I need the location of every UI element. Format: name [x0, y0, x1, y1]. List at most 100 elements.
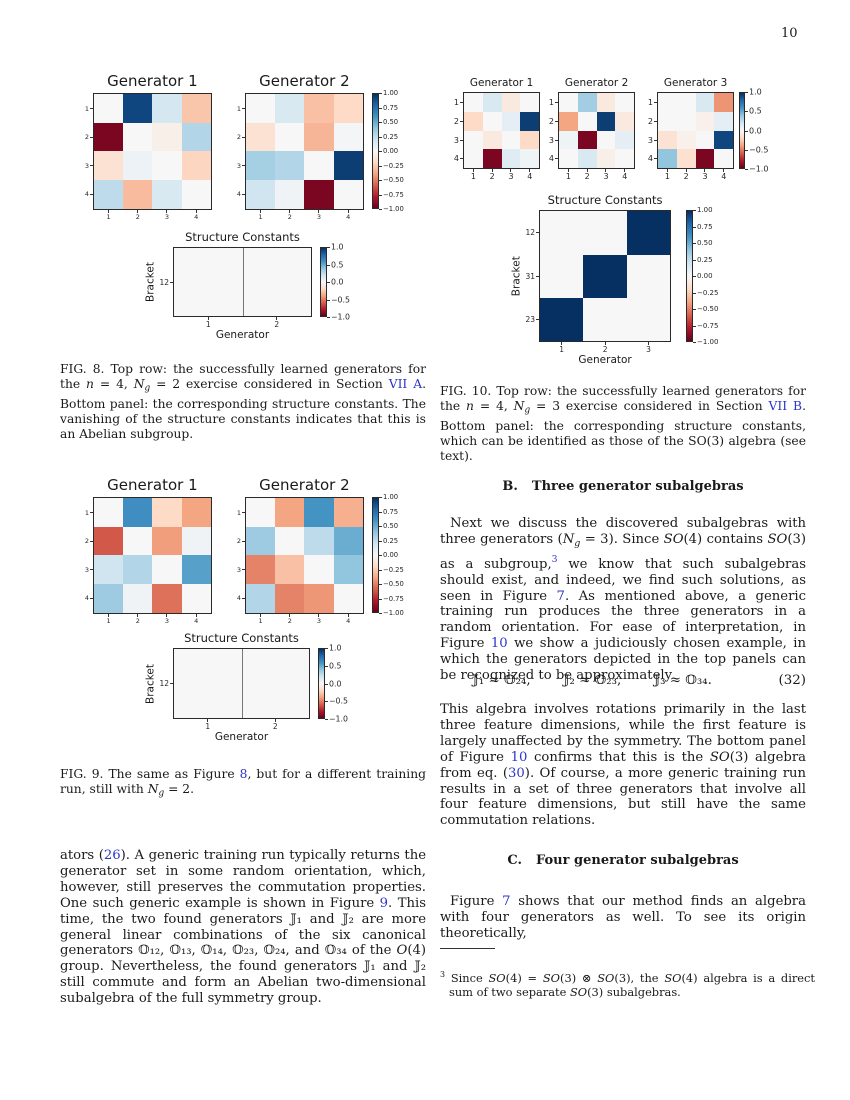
x-tick-label: 3 [603, 172, 609, 182]
x-tick-label: 3 [646, 345, 651, 355]
section-c-title: Four generator subalgebras [535, 853, 739, 868]
y-tick-label: 12 [159, 277, 169, 287]
heatmap-cell [181, 584, 211, 613]
footnote-rule [440, 948, 495, 949]
text-run: N [147, 782, 159, 796]
y-tick-label: 3 [236, 565, 241, 574]
ref-link[interactable]: 3 [551, 553, 558, 565]
y-tick-label: 4 [84, 594, 89, 603]
ref-link[interactable]: 7 [502, 894, 511, 909]
heatmap-cell [94, 555, 124, 585]
x-tick-label: 4 [622, 172, 628, 182]
text-run: Since [445, 971, 489, 986]
y-axis-label: Bracket [144, 262, 157, 303]
heatmap-cell [123, 555, 153, 585]
fig10-generators-colorbar: 1.0 0.5 0.0 −0.5 −1.0 [739, 88, 768, 174]
y-axis-label: Bracket [144, 663, 157, 704]
heatmap-cell [626, 211, 671, 255]
text-run: (3) as a subgroup, [440, 531, 807, 572]
heatmap-cell [482, 111, 502, 131]
x-tick-label: 3 [508, 172, 514, 182]
y-tick-label: 2 [84, 537, 89, 546]
fig8-generator-1-heatmap: Generator 1 1 2 3 4 1 2 3 4 [81, 72, 212, 221]
heatmap-cell [123, 180, 153, 209]
x-tick-label: 2 [602, 345, 608, 355]
colorbar-tick-label: 0.0 [749, 126, 762, 135]
section-b-title: Three generator subalgebras [531, 479, 744, 494]
heatmap-grid [93, 497, 212, 614]
text-run: = 2 exercise considered in Section [150, 377, 389, 391]
ref-link[interactable]: 7 [556, 588, 565, 604]
colorbar-tick-label: 0.25 [383, 536, 399, 545]
x-tick-label: 3 [164, 212, 170, 221]
heatmap-cell [615, 130, 635, 150]
y-tick-label: 1 [647, 97, 653, 107]
colorbar-gradient [372, 497, 379, 613]
heatmap-cell [676, 149, 696, 169]
heatmap-cell [658, 130, 677, 150]
y-tick-label: 3 [84, 161, 89, 170]
y-axis-label: Bracket [510, 256, 523, 297]
text-run: N [133, 377, 145, 391]
heatmap-title: Structure Constants [547, 193, 663, 207]
text-run: . Bottom panel: the corresponding struct… [440, 399, 806, 463]
heatmap-cell [333, 555, 363, 585]
y-tick-label: 3 [84, 565, 89, 574]
heatmap-cell [152, 498, 182, 527]
heatmap-title: Generator 2 [259, 72, 350, 90]
fig10-structure-colorbar: 1.00 0.75 0.50 0.25 0.00 −0.25 −0.50 −0.75 −1.00 [686, 206, 718, 346]
text-run: 3 [440, 970, 446, 979]
ref-link[interactable]: 10 [490, 636, 508, 652]
colorbar-tick-label: 0.00 [383, 551, 399, 559]
ref-link[interactable]: 10 [510, 749, 528, 765]
ref-link[interactable]: 26 [103, 848, 121, 863]
heatmap-cell [275, 151, 305, 181]
x-axis-label: Generator [578, 354, 632, 367]
x-tick-label: 2 [287, 212, 292, 221]
heatmap-cell [615, 149, 635, 169]
ref-link[interactable]: VII A [388, 377, 423, 391]
ref-link[interactable]: 8 [239, 767, 248, 781]
text-run: (3) subalgebras. [587, 985, 681, 1000]
text-run: = 4, [93, 377, 134, 391]
left-column-paragraph: ators (26). A generic training run typic… [60, 848, 426, 1007]
x-tick-label: 1 [565, 172, 571, 182]
y-tick-label: 3 [548, 135, 554, 145]
heatmap-cell [275, 498, 305, 527]
x-tick-label: 2 [683, 172, 689, 182]
ref-link[interactable]: 9 [379, 895, 389, 911]
x-tick-label: 4 [721, 172, 727, 182]
colorbar-tick-label: −0.50 [383, 176, 404, 184]
heatmap-cell [559, 149, 578, 169]
colorbar-tick-label: −1.0 [329, 714, 348, 724]
text-run: shows that our method finds an algebra w… [440, 894, 806, 941]
heatmap-cell [152, 151, 182, 181]
x-tick-label: 1 [470, 172, 476, 182]
heatmap-cell [501, 149, 521, 169]
y-tick-label: 2 [84, 133, 89, 142]
heatmap-cell [94, 94, 124, 123]
x-tick-label: 3 [316, 212, 322, 221]
x-axis-label: Generator [214, 731, 269, 744]
equation-term: 𝕁₁ ≈ 𝕆₂₄, [472, 673, 531, 688]
colorbar-tick-label: 0.75 [383, 507, 399, 516]
heatmap-title: Structure Constants [185, 230, 300, 244]
fig9-structure-constants-heatmap: Structure Constants Bracket 12 1 2 Generator [144, 631, 310, 744]
colorbar-tick-label: 0.0 [331, 277, 344, 287]
heatmap-cell [181, 555, 211, 585]
y-tick-label: 1 [453, 97, 459, 107]
fig8-generators-colorbar: 1.00 0.75 0.50 0.25 0.00 −0.25 −0.50 −0.75 −1.00 [372, 89, 404, 213]
text-run: g [574, 537, 581, 549]
page-number: 10 [781, 26, 798, 41]
y-tick-label: 4 [84, 190, 89, 199]
x-tick-label: 3 [316, 616, 322, 625]
colorbar-tick-label: 0.5 [329, 661, 342, 671]
heatmap-cell [246, 555, 276, 585]
ref-link[interactable]: 30 [508, 765, 525, 781]
ref-link[interactable]: VII B [768, 399, 803, 413]
x-tick-label: 1 [106, 212, 111, 221]
y-tick-label: 31 [525, 271, 535, 281]
y-tick-label: 3 [647, 135, 653, 145]
heatmap-cell [246, 180, 276, 209]
text-run: SO [663, 531, 684, 547]
